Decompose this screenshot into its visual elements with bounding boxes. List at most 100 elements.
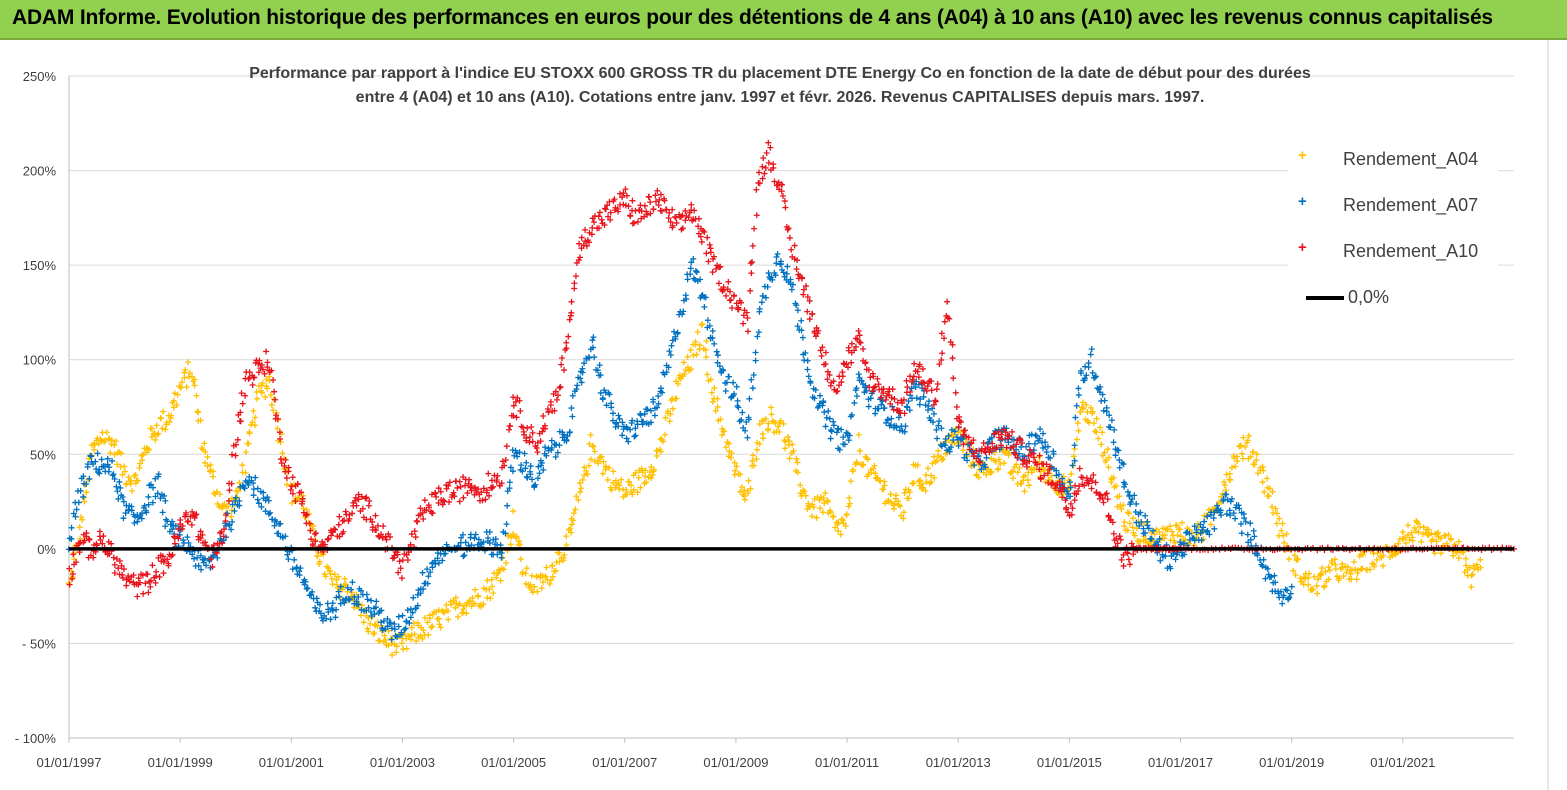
point-rendement-a04 — [1272, 505, 1279, 512]
point-rendement-a04 — [1411, 524, 1418, 531]
point-rendement-a04 — [445, 616, 452, 623]
point-rendement-a10 — [142, 580, 149, 587]
point-rendement-a07 — [291, 556, 298, 563]
point-rendement-a04 — [91, 446, 98, 453]
point-rendement-a07 — [896, 427, 903, 434]
point-rendement-a04 — [1070, 453, 1077, 460]
point-rendement-a07 — [619, 432, 626, 439]
point-rendement-a04 — [186, 369, 193, 376]
point-rendement-a10 — [703, 250, 710, 257]
point-rendement-a07 — [780, 269, 787, 276]
point-rendement-a04 — [1380, 552, 1387, 559]
point-rendement-a04 — [487, 595, 494, 602]
point-rendement-a04 — [598, 453, 605, 460]
point-rendement-a10 — [720, 286, 727, 293]
point-rendement-a10 — [791, 242, 798, 249]
point-rendement-a04 — [578, 485, 585, 492]
point-rendement-a10 — [1104, 496, 1111, 503]
point-rendement-a10 — [66, 565, 73, 572]
x-tick-label: 01/01/2017 — [1148, 755, 1213, 770]
point-rendement-a10 — [966, 446, 973, 453]
point-rendement-a10 — [110, 554, 117, 561]
point-rendement-a04 — [527, 581, 534, 588]
point-rendement-a07 — [589, 344, 596, 351]
point-rendement-a10 — [239, 400, 246, 407]
point-rendement-a10 — [641, 213, 648, 220]
point-rendement-a04 — [82, 481, 89, 488]
point-rendement-a10 — [932, 397, 939, 404]
point-rendement-a04 — [1021, 488, 1028, 495]
point-rendement-a04 — [250, 408, 257, 415]
point-rendement-a07 — [424, 580, 431, 587]
point-rendement-a10 — [119, 571, 126, 578]
point-rendement-a10 — [1009, 428, 1016, 435]
point-rendement-a07 — [692, 267, 699, 274]
point-rendement-a07 — [167, 521, 174, 528]
point-rendement-a04 — [129, 487, 136, 494]
point-rendement-a07 — [853, 393, 860, 400]
point-rendement-a04 — [108, 437, 115, 444]
point-rendement-a10 — [669, 206, 676, 213]
point-rendement-a04 — [703, 337, 710, 344]
point-rendement-a10 — [120, 566, 127, 573]
point-rendement-a04 — [181, 374, 188, 381]
point-rendement-a10 — [1012, 451, 1019, 458]
point-rendement-a07 — [1067, 493, 1074, 500]
point-rendement-a04 — [1261, 489, 1268, 496]
point-rendement-a07 — [282, 533, 289, 540]
point-rendement-a07 — [341, 599, 348, 606]
point-rendement-a07 — [573, 386, 580, 393]
point-rendement-a07 — [267, 509, 274, 516]
point-rendement-a04 — [469, 594, 476, 601]
point-rendement-a07 — [624, 425, 631, 432]
point-rendement-a07 — [333, 606, 340, 613]
point-rendement-a07 — [532, 481, 539, 488]
point-rendement-a04 — [900, 515, 907, 522]
point-rendement-a04 — [1099, 452, 1106, 459]
point-rendement-a04 — [870, 465, 877, 472]
point-rendement-a04 — [842, 522, 849, 529]
point-rendement-a04 — [1325, 564, 1332, 571]
point-rendement-a07 — [756, 305, 763, 312]
point-rendement-a10 — [1036, 466, 1043, 473]
point-rendement-a04 — [1077, 409, 1084, 416]
point-rendement-a04 — [1244, 437, 1251, 444]
point-rendement-a07 — [388, 636, 395, 643]
point-rendement-a07 — [947, 444, 954, 451]
point-rendement-a10 — [822, 360, 829, 367]
point-rendement-a04 — [901, 490, 908, 497]
point-rendement-a04 — [1415, 529, 1422, 536]
point-rendement-a04 — [846, 500, 853, 507]
point-rendement-a04 — [584, 471, 591, 478]
point-rendement-a07 — [1106, 412, 1113, 419]
point-rendement-a04 — [1305, 575, 1312, 582]
point-rendement-a04 — [339, 586, 346, 593]
point-rendement-a10 — [346, 515, 353, 522]
point-rendement-a04 — [160, 408, 167, 415]
point-rendement-a07 — [594, 367, 601, 374]
point-rendement-a04 — [1104, 446, 1111, 453]
point-rendement-a04 — [891, 500, 898, 507]
point-rendement-a10 — [483, 487, 490, 494]
point-rendement-a07 — [398, 629, 405, 636]
point-rendement-a10 — [786, 234, 793, 241]
point-rendement-a04 — [1310, 586, 1317, 593]
point-rendement-a10 — [669, 222, 676, 229]
point-rendement-a10 — [744, 315, 751, 322]
point-rendement-a07 — [1262, 575, 1269, 582]
point-rendement-a04 — [698, 322, 705, 329]
point-rendement-a07 — [752, 357, 759, 364]
point-rendement-a07 — [172, 522, 179, 529]
point-rendement-a04 — [741, 493, 748, 500]
x-tick-label: 01/01/1997 — [36, 755, 101, 770]
point-rendement-a10 — [118, 562, 125, 569]
point-rendement-a10 — [256, 357, 263, 364]
point-rendement-a10 — [485, 470, 492, 477]
point-rendement-a04 — [114, 461, 121, 468]
point-rendement-a07 — [119, 493, 126, 500]
point-rendement-a04 — [572, 506, 579, 513]
point-rendement-a10 — [147, 583, 154, 590]
point-rendement-a10 — [968, 440, 975, 447]
point-rendement-a04 — [992, 458, 999, 465]
point-rendement-a10 — [1110, 530, 1117, 537]
